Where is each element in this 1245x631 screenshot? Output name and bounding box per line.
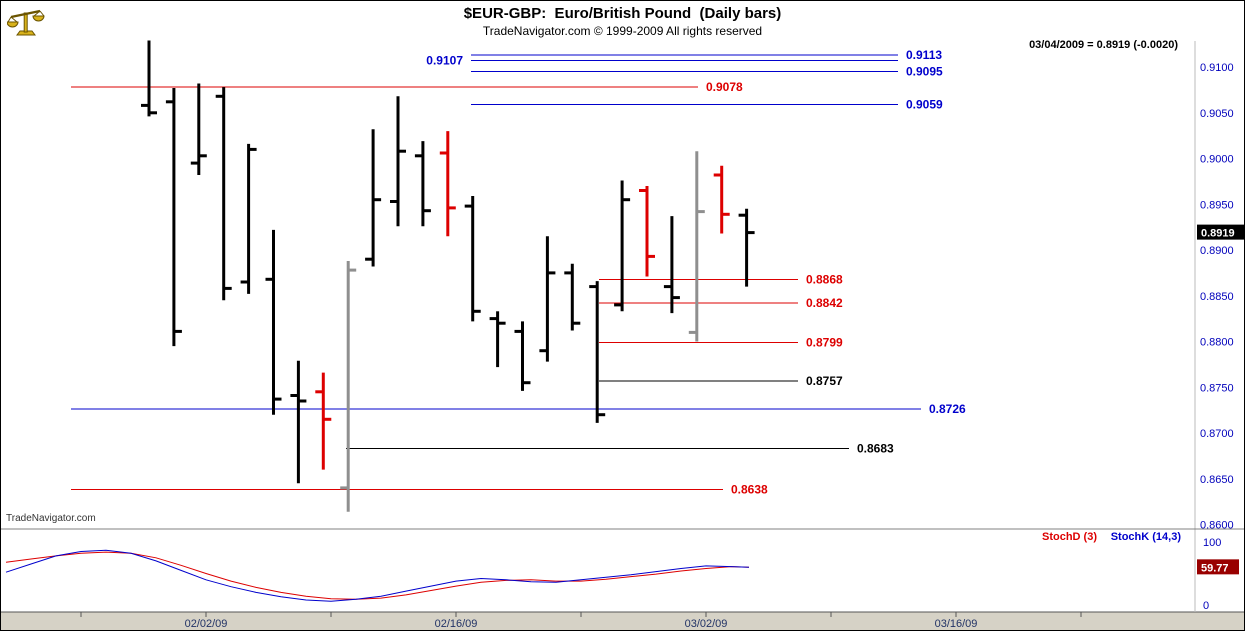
stoch-d-legend: StochD (3)	[1042, 531, 1097, 543]
price-axis-label: 0.8600	[1200, 520, 1234, 532]
last-quote-readout: 03/04/2009 = 0.8919 (-0.0020)	[1029, 39, 1178, 51]
level-label: 0.9095	[906, 65, 943, 79]
watermark-text: TradeNavigator.com	[6, 513, 96, 524]
stoch-line-stochk	[5, 549, 750, 602]
stoch-last-box	[1197, 559, 1239, 575]
level-label: 0.8757	[806, 374, 843, 388]
level-label: 0.9059	[906, 98, 943, 112]
last-price-box	[1197, 224, 1244, 240]
level-label: 0.8683	[857, 442, 894, 456]
price-axis-label: 0.8900	[1200, 245, 1234, 257]
stoch-axis-0: 0	[1203, 600, 1209, 612]
price-axis-label: 0.8700	[1200, 428, 1234, 440]
level-label: 0.8638	[731, 483, 768, 497]
price-axis-label: 0.9050	[1200, 108, 1234, 120]
stoch-axis-100: 100	[1203, 537, 1221, 549]
stoch-line-stochd	[5, 551, 750, 600]
chart-subtitle: TradeNavigator.com © 1999-2009 All right…	[482, 24, 763, 38]
level-label: 0.9078	[706, 80, 743, 94]
level-label: 0.9113	[906, 48, 942, 62]
level-label: 0.8726	[929, 402, 966, 416]
date-strip	[1, 612, 1244, 630]
tradenavigator-scales-logo-icon	[6, 5, 45, 42]
last-price-label: 0.8919	[1201, 228, 1235, 240]
price-axis-label: 0.8650	[1200, 474, 1234, 486]
stoch-last-label: 59.77	[1201, 562, 1229, 574]
price-axis-label: 0.9100	[1200, 62, 1234, 74]
level-label: 0.8842	[806, 296, 843, 310]
level-label: 0.9107	[426, 54, 463, 68]
price-axis-label: 0.8850	[1200, 291, 1234, 303]
price-axis-label: 0.9000	[1200, 154, 1234, 166]
date-label: 03/16/09	[935, 618, 978, 630]
level-label: 0.8868	[806, 272, 843, 286]
date-label: 03/02/09	[685, 618, 728, 630]
stoch-k-legend: StochK (14,3)	[1111, 531, 1182, 543]
date-label: 02/16/09	[435, 618, 478, 630]
price-axis-label: 0.8750	[1200, 382, 1234, 394]
level-label: 0.8799	[806, 335, 843, 349]
date-label: 02/02/09	[185, 618, 228, 630]
price-axis-label: 0.8800	[1200, 337, 1234, 349]
chart-title: $EUR-GBP: Euro/British Pound (Daily bars…	[463, 5, 782, 22]
price-axis-label: 0.8950	[1200, 199, 1234, 211]
